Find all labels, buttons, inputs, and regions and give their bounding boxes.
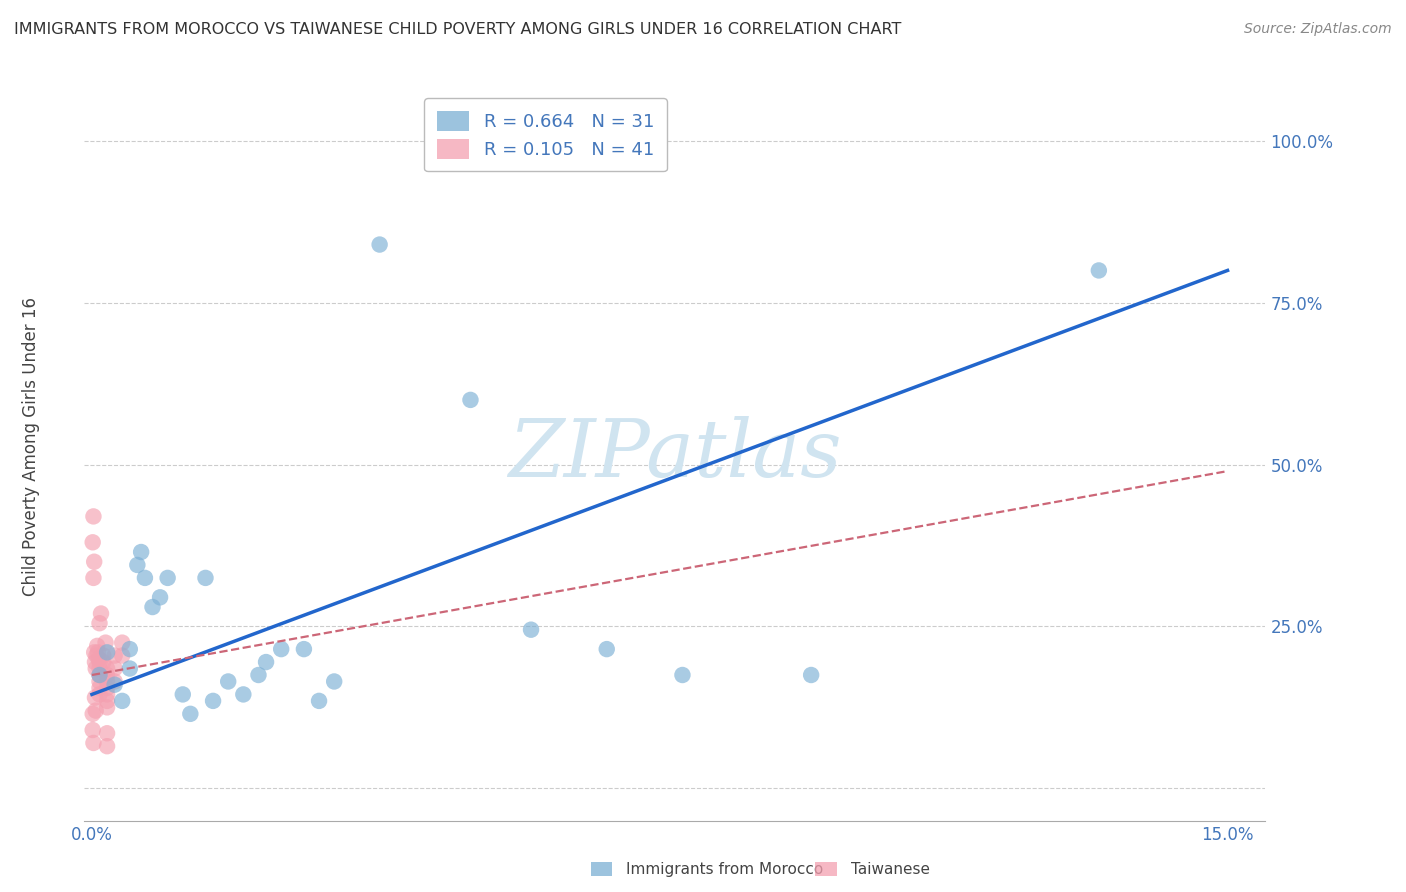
Point [129, 545, 152, 559]
Point [96, 694, 118, 708]
Point [96, 645, 118, 659]
Point [104, 661, 127, 675]
Point [89, 681, 111, 695]
Point [96, 726, 118, 740]
Point [96, 674, 118, 689]
Point [104, 678, 127, 692]
Legend: R = 0.664   N = 31, R = 0.105   N = 41: R = 0.664 N = 31, R = 0.105 N = 41 [425, 98, 666, 171]
Text: Child Poverty Among Girls Under 16: Child Poverty Among Girls Under 16 [22, 296, 39, 596]
Point [96, 661, 118, 675]
Point [91, 655, 114, 669]
Point [596, 642, 619, 657]
Point [82, 723, 104, 737]
Point [179, 706, 201, 721]
Point [111, 648, 134, 663]
Point [118, 642, 141, 657]
Point [111, 694, 134, 708]
Point [671, 668, 693, 682]
Point [84, 661, 107, 675]
Point [89, 655, 111, 669]
Text: Source: ZipAtlas.com: Source: ZipAtlas.com [1244, 22, 1392, 37]
Point [217, 674, 239, 689]
Point [460, 392, 482, 407]
Point [96, 668, 118, 682]
Point [104, 674, 127, 689]
Point [89, 687, 111, 701]
Point [96, 687, 118, 701]
Point [82, 509, 104, 524]
Point [89, 668, 111, 682]
Point [104, 648, 127, 663]
Point [84, 704, 107, 718]
Point [83, 555, 105, 569]
Point [172, 687, 194, 701]
Point [323, 674, 346, 689]
Point [84, 655, 107, 669]
Point [84, 690, 107, 705]
Text: ZIPatlas: ZIPatlas [508, 417, 842, 493]
Point [83, 645, 105, 659]
Point [149, 591, 172, 605]
Point [82, 736, 104, 750]
Point [90, 607, 112, 621]
Text: Taiwanese: Taiwanese [851, 863, 929, 877]
Point [127, 558, 149, 572]
Point [96, 681, 118, 695]
Point [96, 700, 118, 714]
Point [134, 571, 156, 585]
Point [91, 648, 114, 663]
Text: Immigrants from Morocco: Immigrants from Morocco [626, 863, 823, 877]
Point [520, 623, 543, 637]
Point [82, 571, 104, 585]
Point [94, 635, 117, 649]
Point [270, 642, 292, 657]
Point [800, 668, 823, 682]
Point [118, 661, 141, 675]
Point [202, 694, 225, 708]
Point [89, 668, 111, 682]
Point [82, 535, 104, 549]
Point [247, 668, 270, 682]
Point [89, 674, 111, 689]
Point [254, 655, 277, 669]
Point [156, 571, 179, 585]
Text: IMMIGRANTS FROM MOROCCO VS TAIWANESE CHILD POVERTY AMONG GIRLS UNDER 16 CORRELAT: IMMIGRANTS FROM MOROCCO VS TAIWANESE CHI… [14, 22, 901, 37]
Point [89, 661, 111, 675]
Point [111, 635, 134, 649]
Point [82, 706, 104, 721]
Point [86, 639, 108, 653]
Point [232, 687, 254, 701]
Point [194, 571, 217, 585]
Point [141, 600, 163, 615]
Point [368, 237, 391, 252]
Point [87, 652, 110, 666]
Point [308, 694, 330, 708]
Point [96, 739, 118, 754]
Point [87, 645, 110, 659]
Point [86, 648, 108, 663]
Point [292, 642, 315, 657]
Point [89, 616, 111, 631]
Point [1088, 263, 1111, 277]
